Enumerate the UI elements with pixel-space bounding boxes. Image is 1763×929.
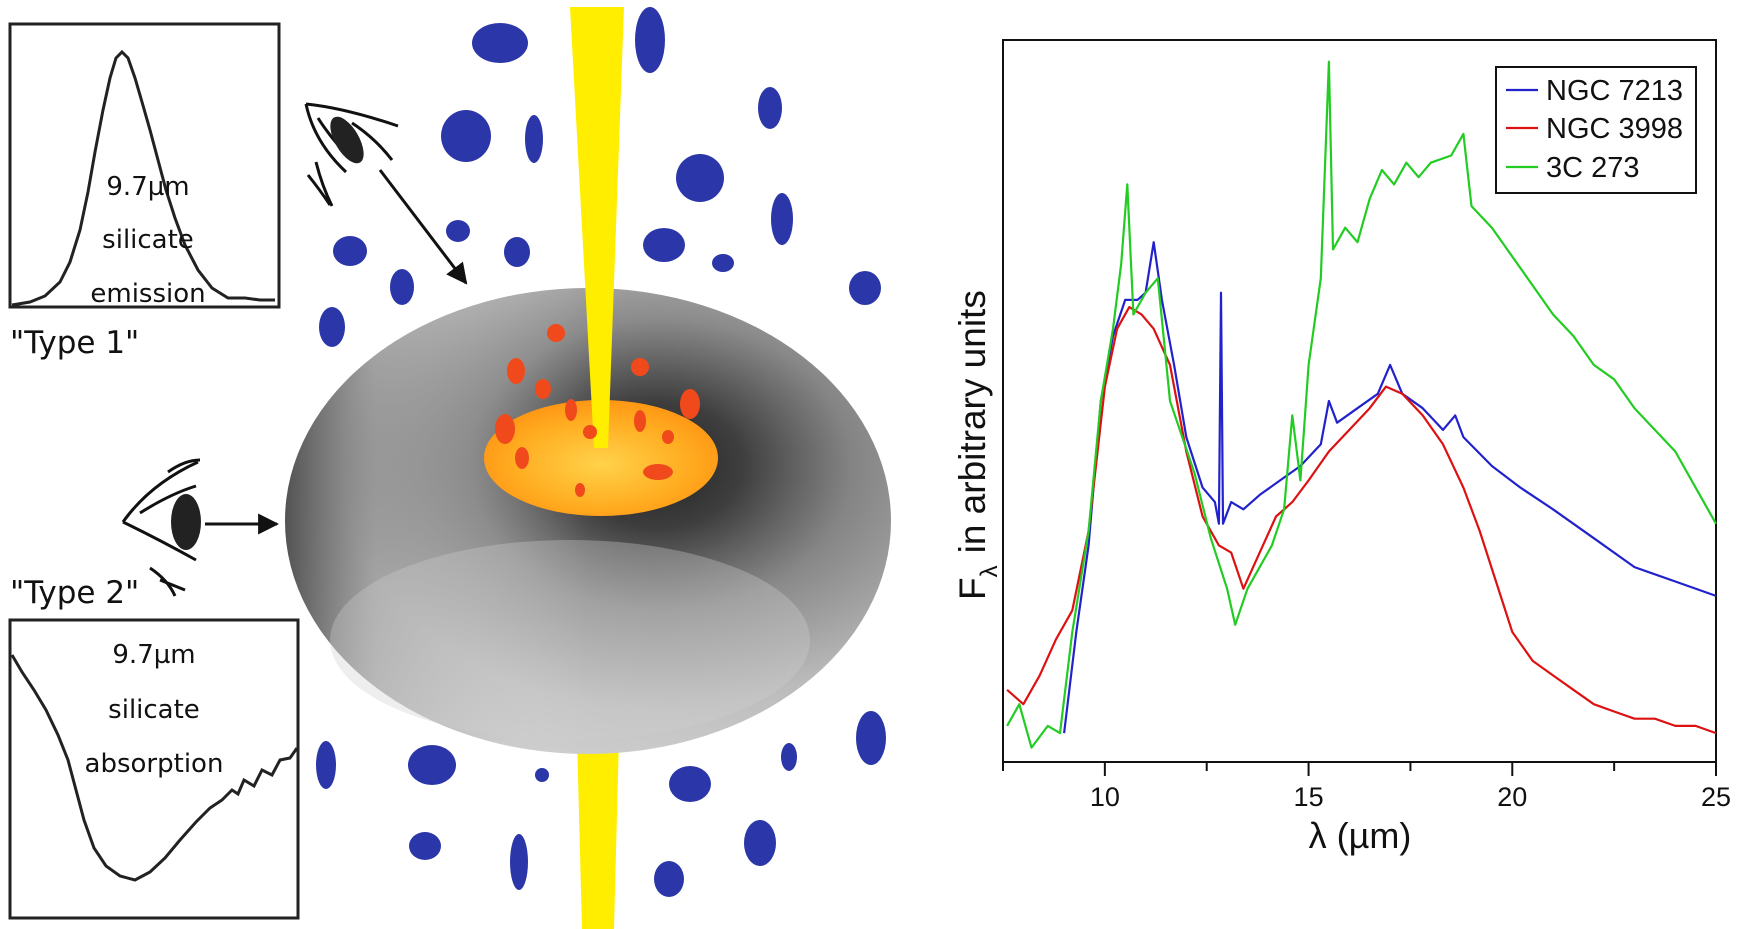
inset-type1: 9.7µm silicate emission <box>8 22 281 309</box>
inset-type1-label-1: 9.7µm <box>106 172 189 202</box>
eye-icon-top <box>304 102 399 207</box>
jet-bottom <box>577 737 619 929</box>
agn-model <box>121 7 891 929</box>
caption-type2: "Type 2" <box>10 575 139 611</box>
x-tick-label: 20 <box>1497 782 1527 812</box>
series-lines <box>1006 60 1717 749</box>
caption-type1: "Type 1" <box>10 325 139 361</box>
series-line-ngc-3998 <box>1006 306 1717 735</box>
emission-curve <box>11 49 275 307</box>
dust-clouds <box>316 7 886 897</box>
legend-label-3c273: 3C 273 <box>1546 152 1640 184</box>
x-tick-label: 10 <box>1090 782 1120 812</box>
inset-type2-frame <box>8 618 300 920</box>
y-axis-title-sub: λ <box>976 565 1003 577</box>
accretion-disk <box>484 400 718 516</box>
hot-clouds <box>495 324 700 497</box>
x-tick-label: 25 <box>1701 782 1731 812</box>
y-axis-title: Fλ in arbitrary units <box>952 290 1003 600</box>
y-axis-title-main: F <box>952 577 993 600</box>
inset-type2: 9.7µm silicate absorption <box>8 618 300 920</box>
x-tick-label: 15 <box>1294 782 1324 812</box>
series-line-3c-273 <box>1006 60 1717 749</box>
spectrum-chart: 10 15 20 25 NGC 7213 NGC 3998 3C 273 λ (µm)… <box>952 39 1731 856</box>
torus-lower-highlight <box>330 540 810 740</box>
inset-type2-label-3: absorption <box>85 749 224 779</box>
absorption-curve <box>10 654 299 882</box>
inset-type2-label-1: 9.7µm <box>112 640 195 670</box>
arrow-icon-top <box>378 169 468 285</box>
legend-label-ngc7213: NGC 7213 <box>1546 75 1683 107</box>
eye-icon-side <box>121 458 201 597</box>
y-axis-title-rest: in arbitrary units <box>952 290 993 553</box>
x-axis-title: λ (µm) <box>1309 815 1412 856</box>
legend-label-ngc3998: NGC 3998 <box>1546 113 1683 145</box>
x-ticks: 10 15 20 25 <box>1002 762 1731 812</box>
torus-shading <box>285 288 891 754</box>
legend-box <box>1495 66 1697 194</box>
inset-type1-label-2: silicate <box>102 225 194 255</box>
jet-top <box>570 7 624 448</box>
inset-type1-label-3: emission <box>90 279 205 309</box>
legend: NGC 7213 NGC 3998 3C 273 <box>1495 66 1697 194</box>
svg-text:Fλin arbitrary units: Fλ in arbitrary units <box>952 290 1003 600</box>
inset-type2-label-2: silicate <box>108 695 200 725</box>
inset-type1-frame <box>8 22 281 309</box>
series-line-ngc-7213 <box>1063 241 1717 734</box>
